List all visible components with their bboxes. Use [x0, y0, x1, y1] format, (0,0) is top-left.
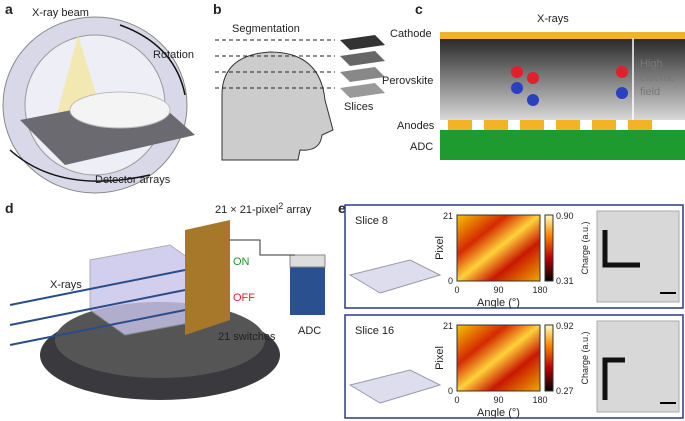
patient	[69, 91, 171, 129]
text: 21 × 21-pixel	[215, 204, 278, 216]
slice-label: Slice 16	[355, 325, 394, 337]
colorbar	[544, 324, 554, 392]
row-frame	[344, 204, 684, 309]
panel-a: a X-ray beam Rotation Detector arrays	[2, 1, 195, 194]
label: 21 × 21-pixel2 array	[215, 201, 312, 216]
reconstruction	[596, 210, 680, 303]
cut-lines	[215, 39, 335, 89]
colorbar-tick: 0.92	[556, 321, 574, 331]
label: X-ray beam	[32, 7, 89, 19]
x-tick-label: 0	[454, 285, 459, 295]
colorbar-title: Charge (a.u.)	[580, 221, 590, 274]
panel-label: c	[415, 1, 423, 17]
cathode	[440, 32, 685, 39]
x-tick-label: 180	[532, 395, 547, 405]
axis-title: Angle (°)	[477, 407, 520, 419]
axis-title: Pixel	[434, 346, 446, 370]
y-tick-label: 21	[443, 321, 453, 331]
y-tick-label: 0	[448, 276, 453, 286]
x-tick-label: 90	[493, 395, 503, 405]
label: X-rays	[537, 13, 569, 25]
colorbar-tick: 0.27	[556, 386, 574, 396]
anodes	[448, 120, 652, 130]
reconstruction	[596, 320, 680, 413]
label: ON	[233, 256, 250, 268]
label: ADC	[410, 141, 433, 153]
adc-top	[289, 254, 326, 268]
x-tick-label: 180	[532, 285, 547, 295]
label: Segmentation	[232, 23, 300, 35]
panel-label: a	[5, 1, 13, 17]
adc-box	[290, 265, 325, 315]
x-tick-label: 90	[493, 285, 503, 295]
label: Anodes	[397, 120, 435, 132]
label: Perovskite	[382, 75, 433, 87]
charges	[511, 66, 628, 106]
reconstruction-shape	[602, 230, 640, 268]
label: Detector arrays	[95, 174, 171, 186]
label: 21 switches	[218, 331, 276, 343]
label: Slices	[344, 101, 374, 113]
panel-label: e	[338, 200, 346, 216]
superscript: 2	[278, 201, 283, 211]
perovskite	[440, 39, 685, 120]
row-frame	[344, 314, 684, 419]
slices	[340, 35, 385, 98]
slice-label: Slice 8	[355, 215, 388, 227]
heatmap	[456, 214, 541, 282]
colorbar-tick: 0.31	[556, 276, 574, 286]
xray-beams	[9, 269, 186, 346]
rotation-arrow	[9, 149, 151, 182]
phantom-sketch	[348, 259, 442, 294]
axis-title: Angle (°)	[477, 297, 520, 309]
text: array	[286, 204, 312, 216]
axis-title: Pixel	[434, 236, 446, 260]
x-tick-label: 0	[454, 395, 459, 405]
label: X-rays	[50, 279, 82, 291]
y-tick-label: 21	[443, 211, 453, 221]
head	[221, 51, 334, 161]
panel-label: d	[5, 200, 14, 216]
detector-array	[185, 220, 230, 335]
label: Cathode	[390, 28, 432, 40]
colorbar-title: Charge (a.u.)	[580, 331, 590, 384]
heatmap	[456, 324, 541, 392]
y-tick-label: 0	[448, 386, 453, 396]
phantom-sketch	[348, 369, 442, 404]
label: electric	[640, 72, 675, 84]
label: ADC	[298, 325, 321, 337]
label: High	[640, 58, 663, 70]
reconstruction-shape	[602, 357, 625, 400]
wire	[230, 239, 295, 256]
rotation-arrow	[119, 24, 186, 96]
panel-d: d 21 × 21-pixel2 array ON OFF X-rays 21 s…	[5, 200, 326, 400]
label: OFF	[233, 292, 255, 304]
label: Rotation	[153, 49, 194, 61]
colorbar	[544, 214, 554, 282]
panel-c: c X-rays Cathode Perovskite High electri…	[382, 1, 685, 160]
colorbar-tick: 0.90	[556, 211, 574, 221]
label: field	[640, 86, 660, 98]
panel-label: b	[213, 1, 222, 17]
panel-b: b Segmentation Slices	[213, 1, 385, 161]
adc	[440, 130, 685, 160]
